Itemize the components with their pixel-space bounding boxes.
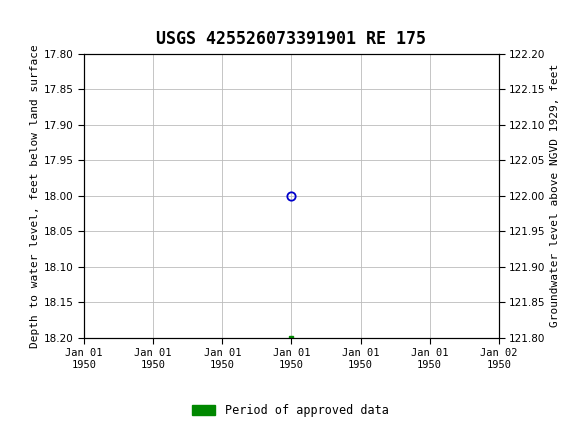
Y-axis label: Depth to water level, feet below land surface: Depth to water level, feet below land su…: [30, 44, 39, 347]
Y-axis label: Groundwater level above NGVD 1929, feet: Groundwater level above NGVD 1929, feet: [550, 64, 560, 327]
Text: ≡USGS: ≡USGS: [7, 10, 70, 30]
Title: USGS 425526073391901 RE 175: USGS 425526073391901 RE 175: [157, 30, 426, 48]
Legend: Period of approved data: Period of approved data: [187, 399, 393, 422]
